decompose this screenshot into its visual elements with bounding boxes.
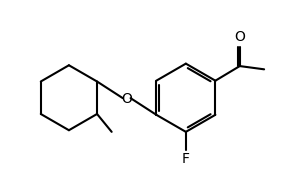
Text: F: F [182,152,190,166]
Text: O: O [121,92,132,106]
Text: O: O [234,30,245,44]
